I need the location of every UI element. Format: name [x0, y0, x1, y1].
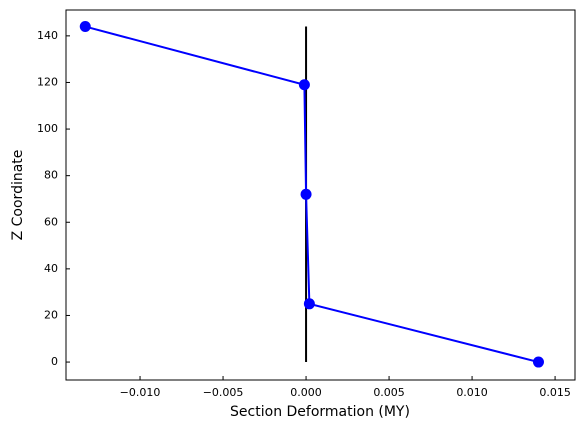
y-tick-label: 120: [37, 75, 58, 88]
point: [300, 188, 312, 200]
y-tick-label: 20: [44, 308, 58, 321]
y-tick-label: 0: [51, 355, 58, 368]
series-line: [85, 25, 539, 364]
x-tick-label: 0.010: [456, 386, 488, 399]
x-tick-label: −0.005: [203, 386, 244, 399]
point: [298, 79, 310, 91]
y-tick-label: 80: [44, 169, 58, 182]
y-axis-label: Z Coordinate: [10, 150, 26, 241]
x-axis-label: Section Deformation (MY): [230, 404, 410, 420]
x-tick-label: −0.010: [120, 386, 161, 399]
x-tick-label: 0.005: [373, 386, 405, 399]
x-tick-label: 0.000: [290, 386, 322, 399]
point: [532, 356, 544, 368]
point: [79, 21, 91, 33]
y-tick-label: 140: [37, 29, 58, 42]
plot-frame: [65, 9, 576, 381]
x-tick-label: 0.015: [539, 386, 571, 399]
y-tick-label: 40: [44, 262, 58, 275]
y-tick-label: 60: [44, 215, 58, 228]
point: [303, 298, 315, 310]
y-tick-label: 100: [37, 122, 58, 135]
